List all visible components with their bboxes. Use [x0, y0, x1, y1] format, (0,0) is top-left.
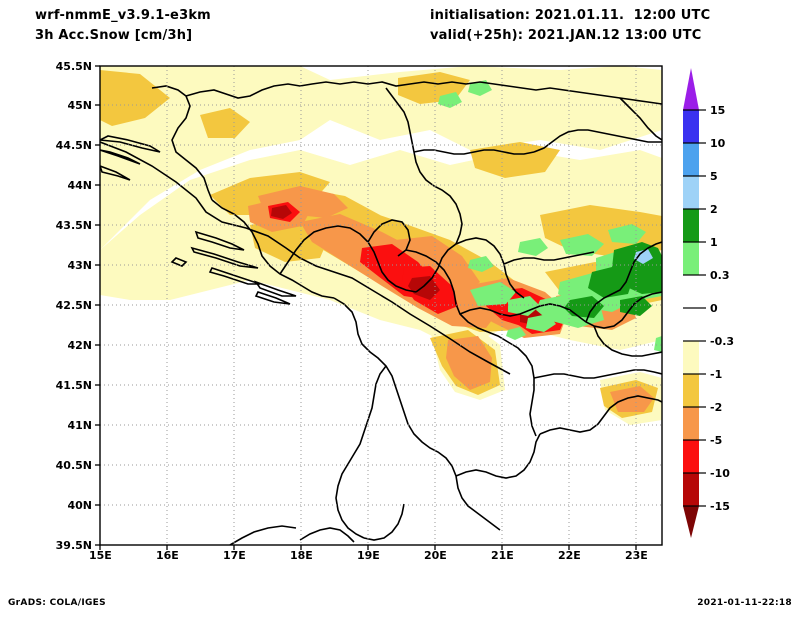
- xtick-1: 16E: [156, 549, 179, 562]
- valid-time: valid(+25h): 2021.JAN.12 13:00 UTC: [430, 28, 702, 43]
- colorbar-band-neg2-neg1: [683, 374, 699, 407]
- gridlines: [100, 66, 662, 545]
- cbtick-3: 2: [710, 203, 718, 216]
- colorbar-band-1-2: [683, 209, 699, 242]
- xtick-4: 19E: [357, 549, 380, 562]
- colorbar-band-2-5: [683, 176, 699, 209]
- colorbar: [683, 68, 706, 538]
- ytick-3: 41N: [67, 419, 92, 432]
- colorbar-band-0-03: [683, 275, 699, 308]
- ytick-10: 44.5N: [55, 139, 92, 152]
- cbtick-2: 5: [710, 170, 718, 183]
- colorbar-cap-top: [683, 68, 699, 110]
- ytick-9: 44N: [67, 179, 92, 192]
- colorbar-band-neg10-neg5: [683, 440, 699, 473]
- initialisation-time: initialisation: 2021.01.11. 12:00 UTC: [430, 8, 711, 23]
- ytick-1: 40N: [67, 499, 92, 512]
- ytick-5: 42N: [67, 339, 92, 352]
- band-pos2: [634, 249, 653, 264]
- cbtick-1: 10: [710, 137, 726, 150]
- colorbar-cap-bottom: [683, 506, 699, 538]
- cbtick-5: 0.3: [710, 269, 730, 282]
- xtick-6: 21E: [491, 549, 514, 562]
- data-field: [100, 66, 662, 545]
- cbtick-10: -5: [710, 434, 723, 447]
- cbtick-6: 0: [710, 302, 718, 315]
- ytick-2: 40.5N: [55, 459, 92, 472]
- xtick-5: 20E: [424, 549, 447, 562]
- ytick-6: 42.5N: [55, 299, 92, 312]
- colorbar-band-neg03-0: [683, 308, 699, 341]
- ytick-8: 43.5N: [55, 219, 92, 232]
- xtick-0: 15E: [89, 549, 112, 562]
- grads-credit: GrADS: COLA/IGES: [8, 598, 106, 608]
- field-title: 3h Acc.Snow [cm/3h]: [35, 28, 193, 43]
- render-timestamp: 2021-01-11-22:18: [697, 598, 792, 608]
- cbtick-0: 15: [710, 104, 726, 117]
- xtick-7: 22E: [558, 549, 581, 562]
- cbtick-4: 1: [710, 236, 718, 249]
- colorbar-band-5-10: [683, 143, 699, 176]
- cbtick-7: -0.3: [710, 335, 735, 348]
- ytick-4: 41.5N: [55, 379, 92, 392]
- cbtick-11: -10: [710, 467, 730, 480]
- ytick-7: 43N: [67, 259, 92, 272]
- colorbar-band-neg1-neg03: [683, 341, 699, 374]
- model-title: wrf-nmmE_v3.9.1-e3km: [35, 8, 211, 23]
- colorbar-band-03-1: [683, 242, 699, 275]
- cbtick-9: -2: [710, 401, 723, 414]
- xtick-3: 18E: [290, 549, 313, 562]
- xtick-2: 17E: [223, 549, 246, 562]
- ytick-11: 45N: [67, 99, 92, 112]
- colorbar-band-neg15-neg10: [683, 473, 699, 506]
- cbtick-12: -15: [710, 500, 730, 513]
- xtick-8: 23E: [625, 549, 648, 562]
- colorbar-band-neg5-neg2: [683, 407, 699, 440]
- ytick-12: 45.5N: [55, 60, 92, 73]
- colorbar-band-10-15: [683, 110, 699, 143]
- coastlines-borders: [100, 81, 662, 545]
- axis-ticks: [95, 65, 637, 550]
- cbtick-8: -1: [710, 368, 723, 381]
- ytick-0: 39.5N: [55, 539, 92, 552]
